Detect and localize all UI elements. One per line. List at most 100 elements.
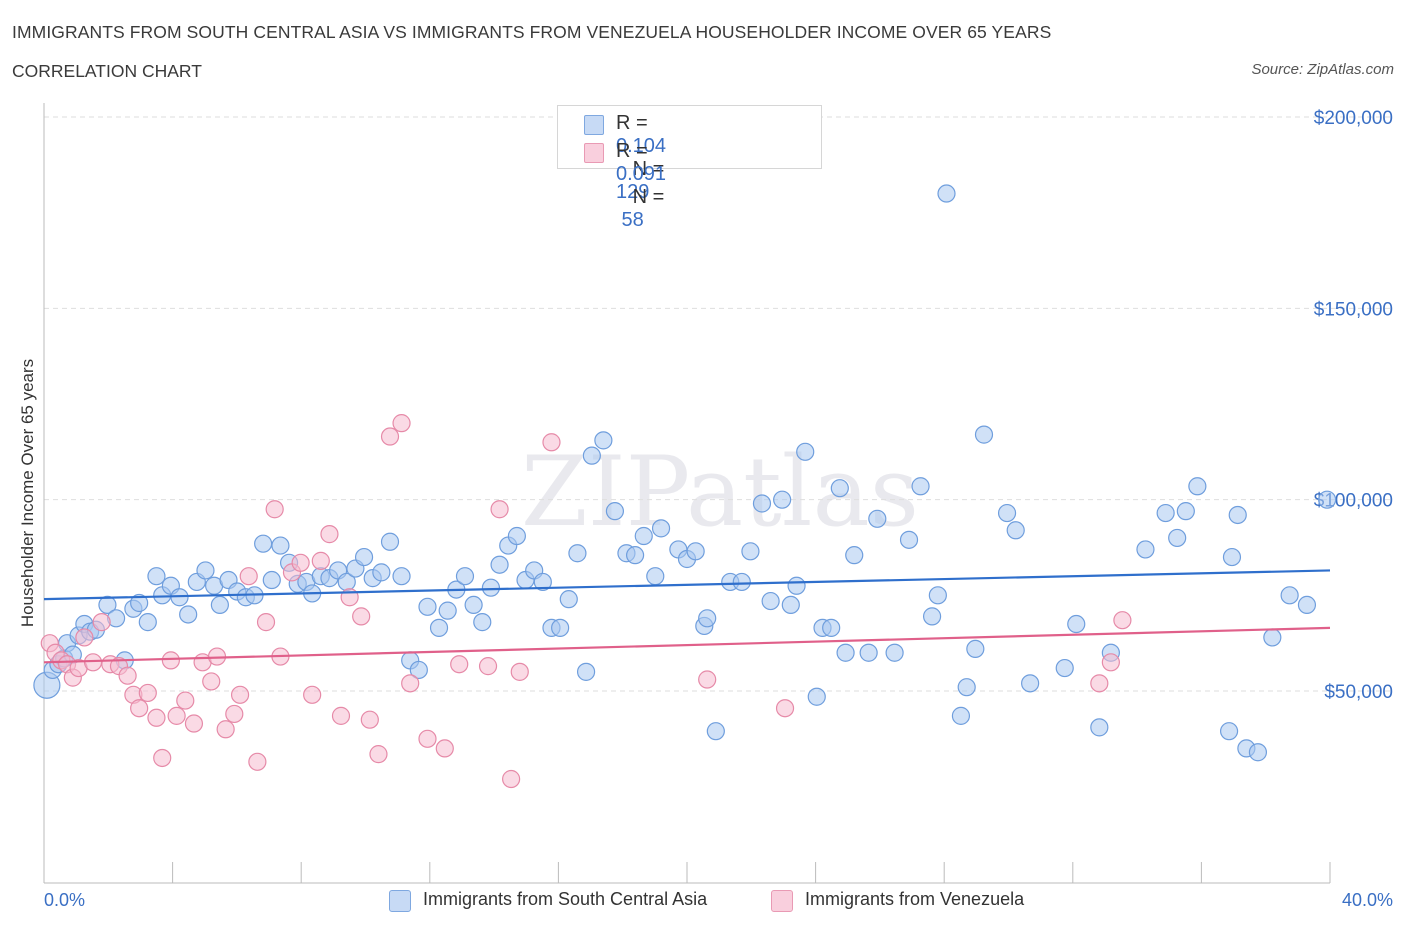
- data-point-south-central-asia: [438, 601, 457, 620]
- legend-n-value-pink: 58: [616, 209, 644, 231]
- data-point-venezuela: [256, 613, 276, 632]
- data-point-venezuela: [167, 706, 186, 725]
- data-point-south-central-asia: [473, 613, 492, 632]
- data-point-south-central-asia: [559, 590, 578, 609]
- data-point-south-central-asia: [966, 639, 985, 659]
- data-point-venezuela: [698, 670, 717, 689]
- data-point-venezuela: [510, 662, 529, 681]
- data-point-venezuela: [75, 628, 94, 647]
- data-point-south-central-asia: [922, 607, 942, 626]
- data-point-south-central-asia: [582, 446, 601, 465]
- data-point-south-central-asia: [576, 662, 596, 681]
- data-point-south-central-asia: [594, 431, 613, 450]
- data-point-venezuela: [380, 427, 400, 446]
- data-point-venezuela: [92, 613, 111, 632]
- data-point-south-central-asia: [179, 605, 198, 624]
- x-tick-label-min: 0.0%: [44, 890, 86, 910]
- data-point-venezuela: [225, 704, 244, 724]
- data-point-south-central-asia: [732, 572, 751, 592]
- data-point-venezuela: [216, 720, 235, 739]
- data-point-venezuela: [369, 745, 388, 764]
- data-point-south-central-asia: [455, 567, 475, 586]
- data-point-south-central-asia: [1297, 595, 1317, 615]
- data-point-south-central-asia: [1318, 490, 1337, 509]
- data-point-venezuela: [1101, 653, 1120, 672]
- y-tick-label: $50,000: [1324, 682, 1393, 703]
- legend-r-value-blue: 0.104: [616, 135, 667, 157]
- data-point-south-central-asia: [1136, 540, 1155, 559]
- data-point-venezuela: [401, 674, 420, 693]
- data-point-venezuela: [542, 433, 561, 452]
- data-point-south-central-asia: [1067, 614, 1086, 634]
- bottom-legend-label-pink: Immigrants from Venezuela: [805, 889, 1025, 909]
- legend-r-label: R =: [616, 140, 648, 162]
- data-point-south-central-asia: [899, 530, 919, 549]
- data-point-south-central-asia: [1168, 528, 1187, 548]
- legend-n-label: N =: [632, 158, 665, 180]
- data-point-south-central-asia: [859, 643, 878, 662]
- data-point-venezuela: [450, 655, 469, 674]
- trend-line-south-central-asia: [43, 569, 1331, 601]
- legend-r-value-pink: 0.091: [616, 163, 667, 185]
- data-point-venezuela: [331, 706, 351, 725]
- y-tick-label: $200,000: [1314, 108, 1393, 129]
- data-point-south-central-asia: [706, 722, 725, 741]
- data-point-south-central-asia: [392, 567, 411, 586]
- data-point-south-central-asia: [686, 542, 705, 561]
- data-point-south-central-asia: [651, 519, 671, 538]
- data-point-south-central-asia: [957, 678, 976, 697]
- data-point-venezuela: [138, 683, 157, 703]
- data-point-south-central-asia: [1176, 502, 1195, 521]
- data-point-south-central-asia: [372, 563, 391, 582]
- data-point-venezuela: [392, 414, 411, 433]
- data-point-south-central-asia: [1188, 477, 1207, 496]
- correlation-legend: R = 0.104 N = 129 R = 0.091 N = 58: [557, 105, 822, 231]
- data-point-venezuela: [176, 691, 195, 710]
- data-point-venezuela: [265, 500, 284, 519]
- data-point-south-central-asia: [868, 509, 887, 528]
- data-point-south-central-asia: [836, 643, 855, 662]
- data-point-south-central-asia: [796, 442, 815, 461]
- data-point-south-central-asia: [951, 706, 971, 725]
- data-point-south-central-asia: [551, 618, 570, 637]
- data-point-south-central-asia: [418, 597, 437, 616]
- legend-swatch-blue: [584, 115, 604, 135]
- data-point-south-central-asia: [698, 609, 717, 628]
- data-point-south-central-asia: [605, 502, 625, 521]
- data-point-venezuela: [1090, 674, 1109, 693]
- data-point-venezuela: [1113, 611, 1132, 630]
- data-point-south-central-asia: [1222, 547, 1242, 567]
- data-point-venezuela: [184, 714, 204, 733]
- data-point-venezuela: [83, 653, 103, 672]
- data-point-south-central-asia: [1228, 505, 1247, 525]
- data-point-south-central-asia: [787, 576, 806, 595]
- bottom-legend-swatch-blue: [389, 890, 411, 912]
- data-point-south-central-asia: [634, 526, 653, 546]
- data-point-south-central-asia: [1280, 586, 1299, 605]
- data-point-venezuela: [153, 748, 172, 768]
- data-point-south-central-asia: [147, 567, 166, 586]
- data-point-south-central-asia: [1156, 503, 1175, 523]
- watermark: ZIPatlas: [521, 436, 919, 548]
- bottom-legend-label-blue: Immigrants from South Central Asia: [423, 889, 708, 909]
- data-point-south-central-asia: [409, 660, 428, 680]
- data-point-venezuela: [490, 500, 509, 519]
- data-point-venezuela: [147, 708, 166, 727]
- data-point-venezuela: [775, 699, 795, 718]
- data-point-south-central-asia: [210, 595, 229, 615]
- data-point-south-central-asia: [271, 536, 290, 555]
- data-point-south-central-asia: [481, 578, 501, 597]
- trend-line-venezuela: [43, 626, 1331, 664]
- data-point-venezuela: [360, 710, 379, 729]
- data-point-south-central-asia: [254, 534, 273, 553]
- data-point-south-central-asia: [138, 613, 157, 632]
- data-point-south-central-asia: [533, 572, 552, 592]
- data-point-south-central-asia: [625, 546, 645, 565]
- data-point-south-central-asia: [974, 425, 994, 444]
- data-point-south-central-asia: [130, 593, 149, 613]
- data-point-south-central-asia: [1248, 743, 1268, 762]
- data-point-south-central-asia: [1006, 521, 1025, 540]
- data-point-south-central-asia: [98, 595, 117, 615]
- data-point-south-central-asia: [761, 591, 780, 611]
